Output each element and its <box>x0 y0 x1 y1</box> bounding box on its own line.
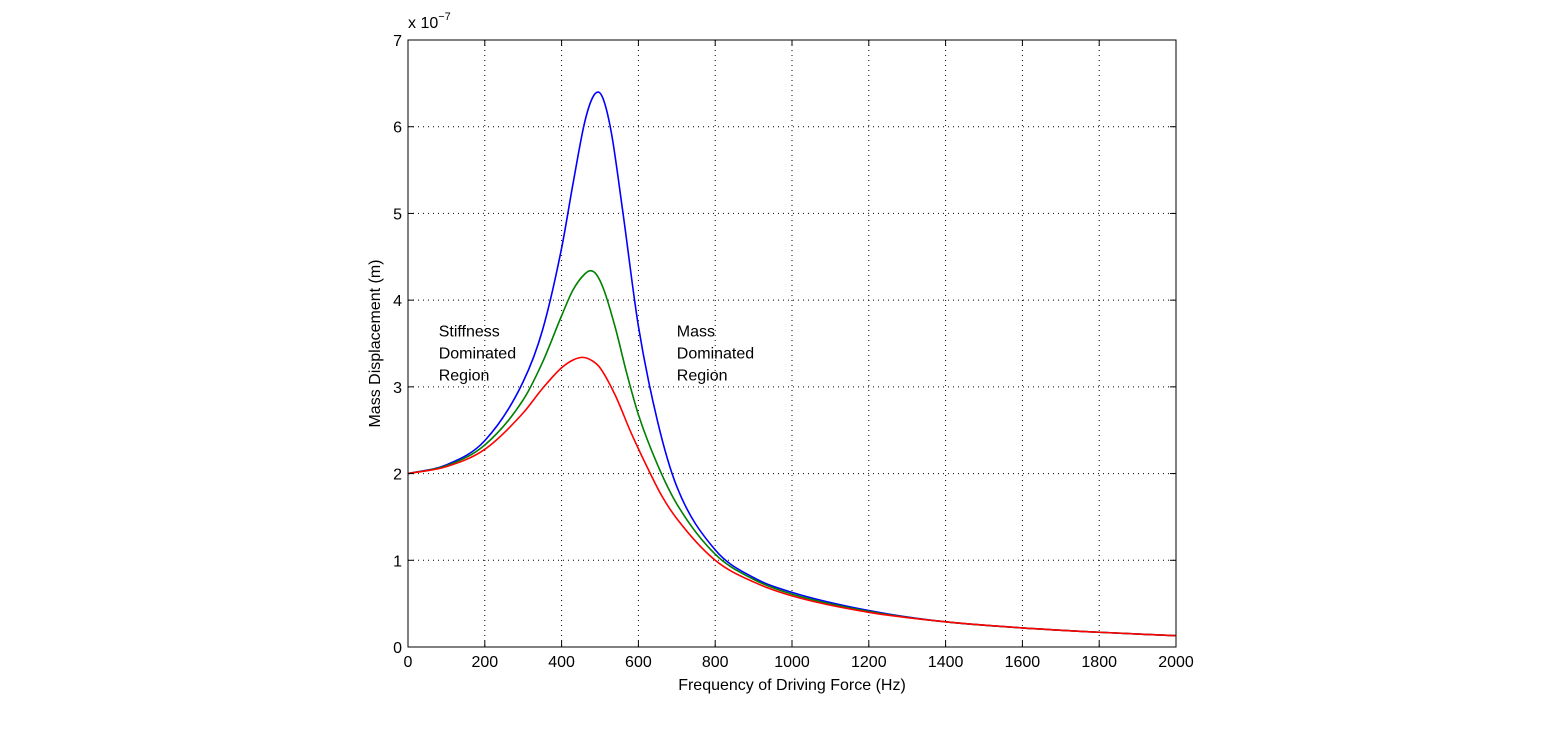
y-tick-label: 6 <box>393 120 402 137</box>
x-tick-label: 1800 <box>1081 654 1117 671</box>
x-tick-label: 0 <box>404 654 413 671</box>
y-tick-label: 0 <box>393 640 402 657</box>
y-scale-factor-base: x 10 <box>408 15 438 32</box>
y-axis-label: Mass Displacement (m) <box>367 259 384 427</box>
series-lines <box>407 91 1177 637</box>
annotation-line: Stiffness <box>439 323 500 340</box>
y-tick-label: 3 <box>393 380 402 397</box>
x-tick-label: 200 <box>471 654 498 671</box>
y-tick-label: 2 <box>393 467 402 484</box>
x-tick-label: 400 <box>548 654 575 671</box>
x-tick-label: 800 <box>702 654 729 671</box>
annotation-line: Dominated <box>677 345 754 362</box>
x-tick-label: 600 <box>625 654 652 671</box>
x-tick-label: 1400 <box>928 654 964 671</box>
axis-ticks: 0 200 400 600 800 1000 1200 1400 1600 1800 2000 0 1 2… <box>393 33 1194 671</box>
x-tick-label: 1200 <box>851 654 887 671</box>
y-tick-label: 7 <box>393 33 402 50</box>
grid <box>408 40 1176 647</box>
y-tick-label: 1 <box>393 553 402 570</box>
annotation-line: Mass <box>677 323 715 340</box>
x-axis-label: Frequency of Driving Force (Hz) <box>678 677 906 694</box>
annotation-line: Region <box>439 367 490 384</box>
annotation-line: Region <box>677 367 728 384</box>
annotation-2: Mass Dominated Region <box>677 323 754 384</box>
annotation-1: Stiffness Dominated Region <box>439 323 516 384</box>
series-line-1 <box>407 91 1177 637</box>
y-tick-label: 4 <box>393 293 402 310</box>
annotations: Stiffness Dominated Region Mass Dominated Reg… <box>439 323 754 384</box>
x-tick-label: 1000 <box>774 654 810 671</box>
y-scale-factor-exponent: −7 <box>438 11 451 23</box>
x-tick-label: 1600 <box>1005 654 1041 671</box>
series-line-3 <box>407 356 1177 637</box>
y-tick-label: 5 <box>393 206 402 223</box>
y-scale-factor: x 10−7 <box>408 11 451 32</box>
annotation-line: Dominated <box>439 345 516 362</box>
x-tick-label: 2000 <box>1158 654 1194 671</box>
